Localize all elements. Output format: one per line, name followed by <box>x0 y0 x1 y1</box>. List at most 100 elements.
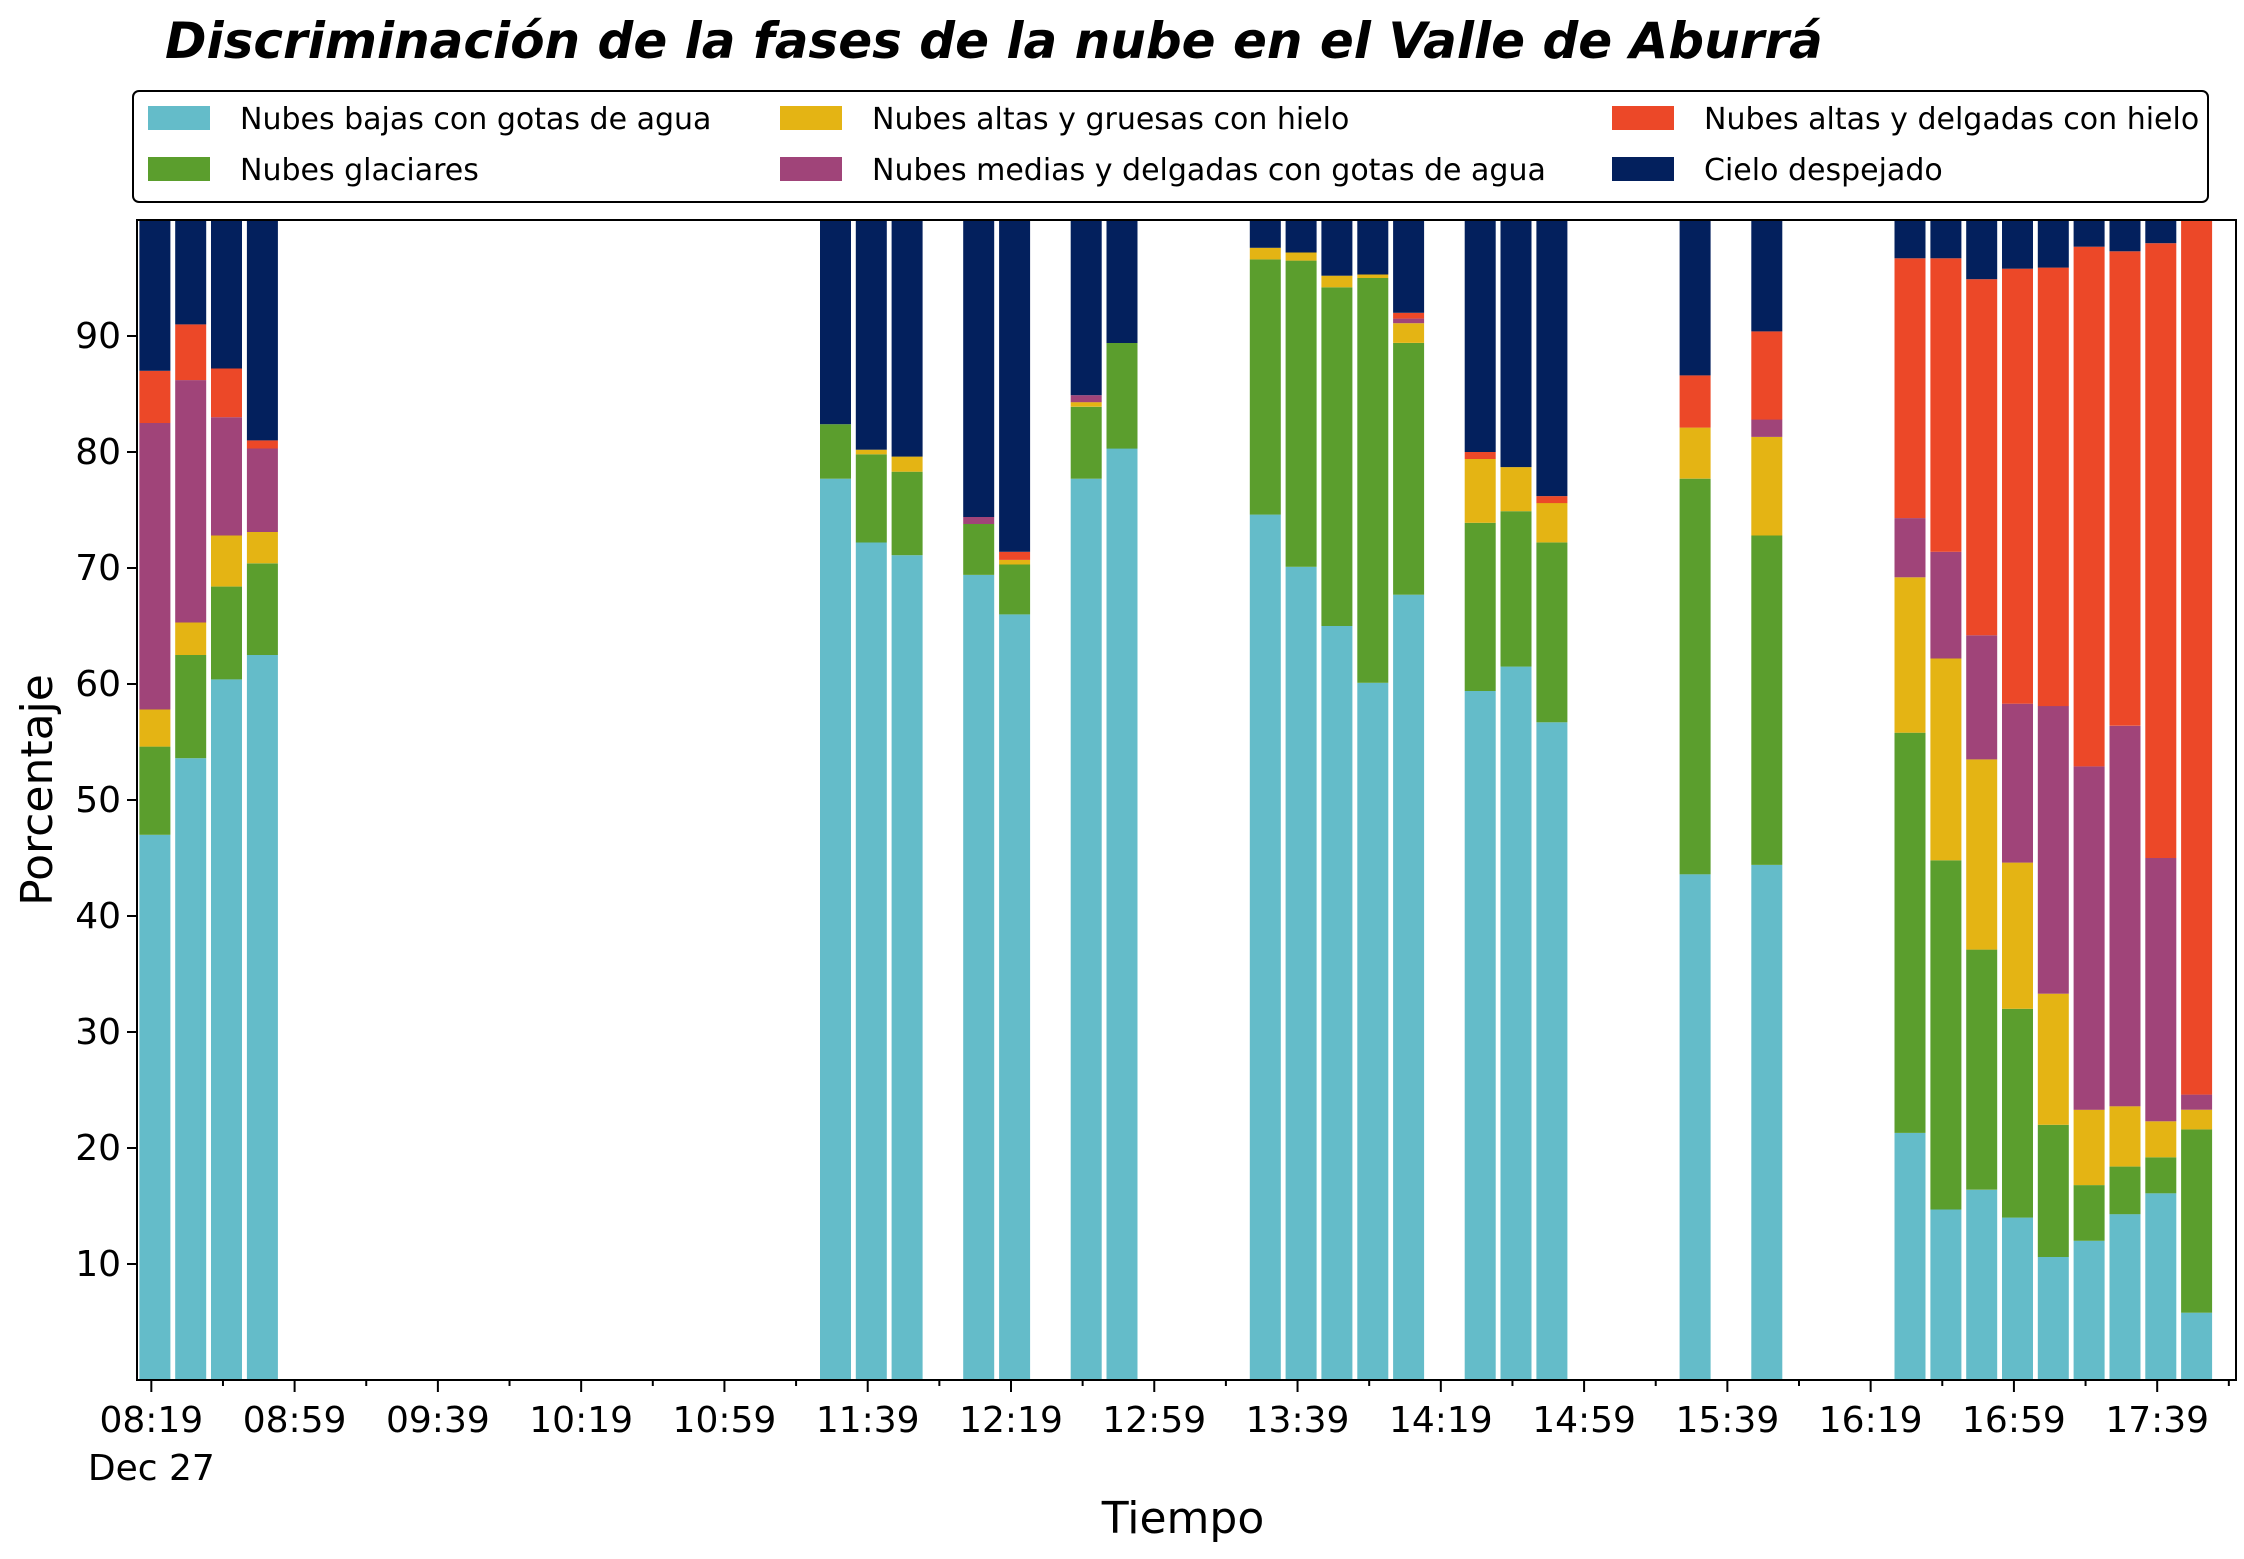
bar-segment-2-22 <box>1930 658 1962 861</box>
bar-segment-0-7 <box>963 575 995 1380</box>
legend-swatch-1 <box>148 157 210 181</box>
bar-segment-2-8 <box>999 559 1031 565</box>
bar-segment-5-13 <box>1321 220 1353 276</box>
bar-segment-2-15 <box>1393 323 1425 343</box>
bar-segment-4-19 <box>1679 375 1711 428</box>
x-tick-label: 14:59 <box>1532 1400 1636 1441</box>
legend-label-1: Nubes glaciares <box>240 153 479 188</box>
bar-segment-0-23 <box>1966 1189 1998 1380</box>
bar-segment-3-15 <box>1393 318 1425 324</box>
bar-segment-2-12 <box>1285 252 1317 261</box>
bar-segment-3-9 <box>1070 395 1102 403</box>
bar-segment-5-11 <box>1249 220 1281 248</box>
bar-segment-0-27 <box>2109 1214 2141 1380</box>
bar-segment-1-23 <box>1966 949 1998 1190</box>
x-tick-label: 12:19 <box>959 1400 1063 1441</box>
legend-swatch-0 <box>148 106 210 130</box>
y-tick-label: 60 <box>75 664 121 705</box>
bar-segment-3-21 <box>1894 518 1926 578</box>
bar-segment-5-27 <box>2109 220 2141 252</box>
x-tick-label: 11:39 <box>816 1400 920 1441</box>
bar-segment-4-2 <box>211 368 242 418</box>
bar-segment-1-10 <box>1106 343 1138 449</box>
bar-segment-3-26 <box>2073 766 2105 1110</box>
x-tick-label: 08:59 <box>243 1400 347 1441</box>
legend-label-4: Nubes altas y delgadas con hielo <box>1704 102 2199 137</box>
y-axis: 10 20 30 40 50 60 70 80 90 <box>75 316 137 1285</box>
bar-segment-1-14 <box>1357 278 1389 683</box>
bar-segment-1-11 <box>1249 259 1281 515</box>
bar-segment-4-26 <box>2073 246 2105 767</box>
bar-segment-2-21 <box>1894 577 1926 733</box>
bar-segment-1-1 <box>175 655 207 759</box>
bar-segment-0-9 <box>1070 478 1102 1380</box>
x-tick-label: 16:59 <box>1962 1400 2066 1441</box>
legend-swatch-5 <box>1612 157 1674 181</box>
bar-segment-1-25 <box>2037 1124 2069 1257</box>
bar-segment-2-16 <box>1464 459 1496 523</box>
bar-segment-0-2 <box>211 679 242 1380</box>
x-axis-label: Tiempo <box>1101 1493 1265 1544</box>
bar-segment-4-24 <box>2002 268 2033 704</box>
bar-segment-1-29 <box>2181 1129 2213 1313</box>
bar-segment-5-16 <box>1464 220 1496 452</box>
bar-segment-1-18 <box>1536 542 1568 723</box>
bar-segment-5-2 <box>211 220 242 369</box>
bar-segment-5-19 <box>1679 220 1711 376</box>
bar-segment-0-14 <box>1357 682 1389 1380</box>
x-tick-label: 12:59 <box>1102 1400 1206 1441</box>
legend-label-2: Nubes altas y gruesas con hielo <box>872 102 1349 137</box>
bar-segment-0-6 <box>891 555 923 1380</box>
bar-segment-1-17 <box>1500 511 1532 667</box>
bar-segment-3-7 <box>963 517 995 524</box>
bar-segment-0-22 <box>1930 1209 1962 1380</box>
bar-segment-0-26 <box>2073 1240 2105 1380</box>
bar-segment-4-20 <box>1751 331 1783 420</box>
chart-title: Discriminación de la fases de la nube en… <box>165 12 1823 70</box>
bar-segment-0-13 <box>1321 626 1353 1380</box>
bar-segment-1-22 <box>1930 860 1962 1210</box>
bar-segment-4-22 <box>1930 258 1962 552</box>
legend-swatch-4 <box>1612 106 1674 130</box>
bar-segment-5-12 <box>1285 220 1317 253</box>
bar-segment-3-3 <box>246 448 278 532</box>
bar-segment-4-29 <box>2181 220 2213 1095</box>
bar-segment-1-3 <box>246 563 278 655</box>
bar-segment-4-25 <box>2037 267 2069 707</box>
bar-segment-0-24 <box>2002 1217 2033 1380</box>
bar-segment-4-18 <box>1536 496 1568 504</box>
bar-segment-0-18 <box>1536 722 1568 1380</box>
bar-segment-5-9 <box>1070 220 1102 396</box>
bar-segment-3-27 <box>2109 725 2141 1107</box>
bar-segment-0-5 <box>855 542 887 1380</box>
bar-segment-1-21 <box>1894 732 1926 1133</box>
x-tick-label: 10:19 <box>529 1400 633 1441</box>
bar-segment-5-7 <box>963 220 995 517</box>
bar-segment-4-0 <box>139 370 171 423</box>
bar-segment-2-2 <box>211 535 242 587</box>
bar-segment-5-23 <box>1966 220 1998 280</box>
bar-segment-2-24 <box>2002 862 2033 1009</box>
legend-label-5: Cielo despejado <box>1704 153 1943 188</box>
x-tick-label: 16:19 <box>1819 1400 1923 1441</box>
x-tick-label: 08:19 <box>99 1400 203 1441</box>
bar-segment-3-2 <box>211 417 242 536</box>
bar-segment-5-20 <box>1751 220 1783 332</box>
bar-segment-2-5 <box>855 449 887 455</box>
bar-segment-1-13 <box>1321 287 1353 626</box>
bar-segment-2-11 <box>1249 247 1281 260</box>
y-tick-label: 80 <box>75 432 121 473</box>
legend-box <box>132 90 2209 203</box>
bar-segment-2-9 <box>1070 402 1102 407</box>
bar-segment-2-6 <box>891 456 923 472</box>
bar-segment-1-0 <box>139 746 171 835</box>
bar-segment-1-7 <box>963 523 995 575</box>
bar-segment-4-3 <box>246 440 278 449</box>
bar-segment-4-1 <box>175 324 207 381</box>
bar-segment-0-8 <box>999 614 1031 1380</box>
bar-segment-3-25 <box>2037 706 2069 994</box>
y-tick-label: 90 <box>75 316 121 357</box>
bar-segment-3-1 <box>175 380 207 623</box>
bar-segment-2-26 <box>2073 1109 2105 1186</box>
y-tick-label: 30 <box>75 1012 121 1053</box>
